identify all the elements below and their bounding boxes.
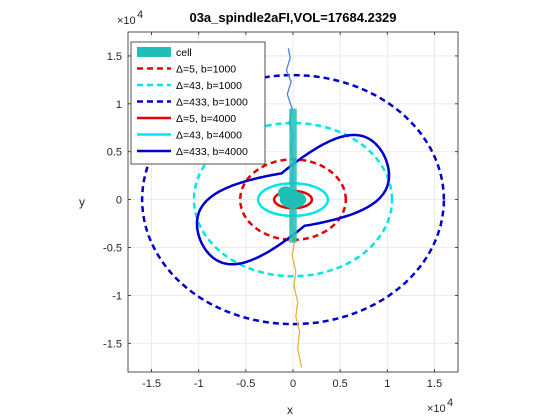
y-tick-label: -1.5 bbox=[103, 338, 122, 350]
legend-label: Δ=43, b=4000 bbox=[176, 130, 242, 142]
x-exponent-base: ×10 bbox=[427, 403, 446, 415]
x-tick-label: -1 bbox=[194, 378, 204, 390]
legend-label: Δ=43, b=1000 bbox=[176, 80, 242, 92]
series-curve bbox=[140, 73, 446, 326]
legend-label: Δ=433, b=1000 bbox=[176, 97, 248, 109]
cell-body bbox=[277, 186, 294, 200]
y-axis-label: y bbox=[79, 195, 85, 209]
x-axis-label: x bbox=[287, 403, 293, 417]
x-tick-label: -1.5 bbox=[142, 378, 161, 390]
series-curve bbox=[256, 182, 330, 218]
y-exponent-power: 4 bbox=[137, 9, 143, 21]
x-tick-label: 1 bbox=[384, 378, 390, 390]
x-tick-label: 1.5 bbox=[427, 378, 442, 390]
x-exponent-power: 4 bbox=[447, 397, 453, 409]
chart-title: 03a_spindle2aFI,VOL=17684.2329 bbox=[189, 10, 396, 25]
x-tick-label: 0.5 bbox=[332, 378, 347, 390]
y-tick-label: -1 bbox=[112, 290, 122, 302]
legend-label: Δ=5, b=4000 bbox=[176, 113, 236, 125]
ticks: -1.5 -1 -0.5 0 0.5 1 1.5 -1.5 -1 -0.5 0 0.5 1 1.5 bbox=[103, 32, 458, 390]
legend-label: Δ=433, b=4000 bbox=[176, 146, 248, 158]
legend-label: Δ=5, b=1000 bbox=[176, 64, 236, 76]
series-curve bbox=[272, 189, 314, 210]
x-tick-label: 0 bbox=[290, 378, 296, 390]
y-exponent-base: ×10 bbox=[117, 15, 136, 27]
legend-box bbox=[130, 41, 266, 165]
x-exponent: ×10 4 bbox=[427, 397, 453, 415]
legend-swatch bbox=[137, 47, 171, 57]
series-curve bbox=[195, 133, 391, 266]
y-tick-label: 0.5 bbox=[107, 147, 122, 159]
y-tick-label: 1 bbox=[116, 99, 122, 111]
y-tick-label: 0 bbox=[116, 195, 122, 207]
y-tick-label: 1.5 bbox=[107, 51, 122, 63]
legend-label: cell bbox=[176, 47, 192, 59]
x-tick-label: -0.5 bbox=[236, 378, 255, 390]
cell-body bbox=[289, 108, 297, 243]
legend: cell Δ=5, b=1000 Δ=43, b=1000 Δ=433, b=1000… bbox=[130, 41, 266, 165]
y-tick-label: -0.5 bbox=[103, 242, 122, 254]
y-exponent: ×10 4 bbox=[117, 9, 143, 27]
curves bbox=[140, 48, 446, 368]
